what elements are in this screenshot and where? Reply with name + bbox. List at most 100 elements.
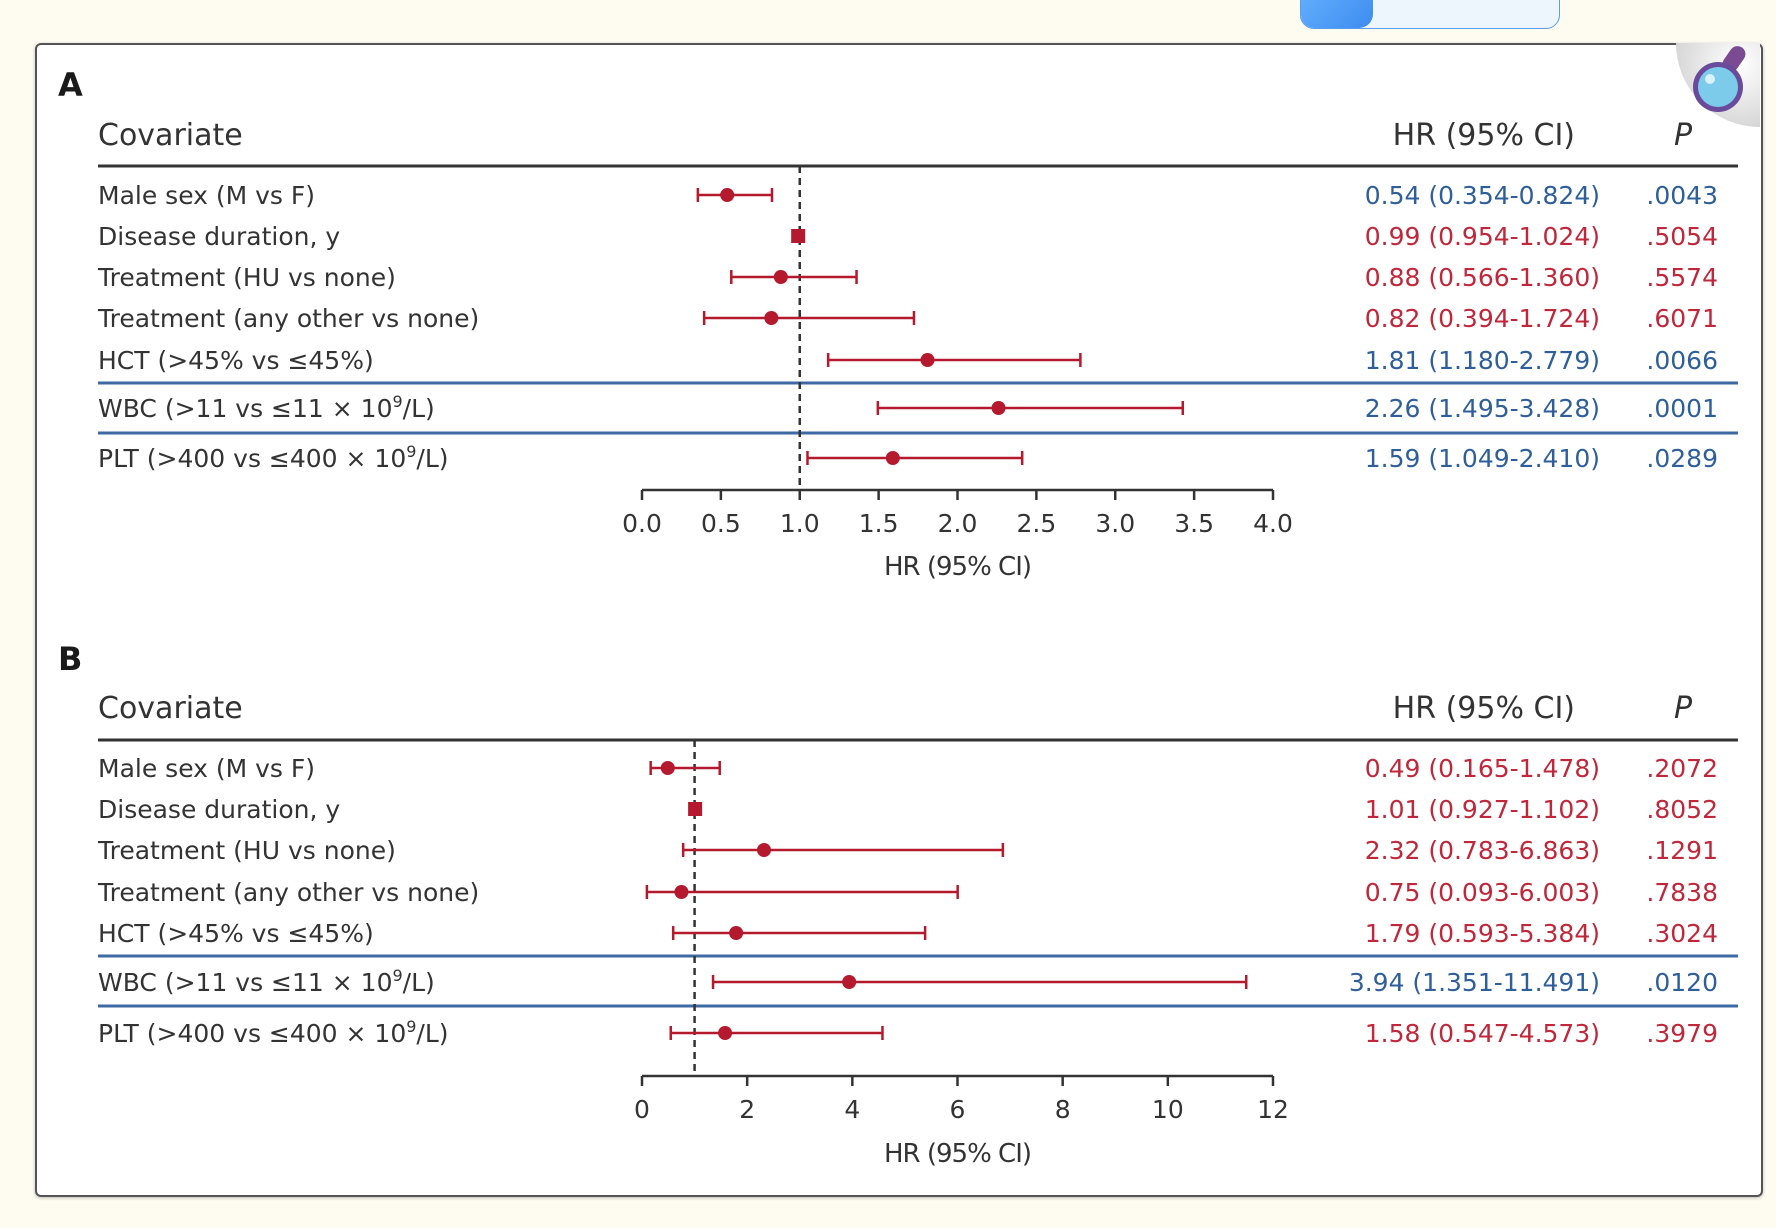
hr-value: 0.49 (0.165-1.478) (1365, 754, 1600, 783)
hr-point (720, 188, 735, 202)
column-header-covariate: Covariate (98, 691, 243, 726)
hr-value: 1.81 (1.180-2.779) (1365, 346, 1600, 375)
hr-value: 0.82 (0.394-1.724) (1365, 304, 1600, 333)
covariate-label: PLT (>400 vs ≤400 × 109/L) (98, 442, 449, 473)
covariate-label: Treatment (any other vs none) (97, 878, 479, 907)
hr-value: 0.75 (0.093-6.003) (1365, 878, 1600, 907)
table-row: Disease duration, y 1.01 (0.927-1.102) .80… (98, 795, 1718, 824)
table-row: PLT (>400 vs ≤400 × 109/L) 1.59 (1.049-2.… (98, 442, 1718, 473)
column-header-hr: HR (95% CI) (1393, 118, 1575, 153)
panel-b: B Covariate HR (95% CI) P Male sex (M vs F) 0… (58, 640, 1738, 1169)
top-action-button[interactable] (1300, 0, 1560, 29)
table-row: Treatment (HU vs none) 0.88 (0.566-1.360)… (97, 263, 1718, 292)
covariate-label: Treatment (HU vs none) (97, 263, 396, 292)
x-tick-label: 0 (634, 1095, 650, 1124)
hr-point (764, 311, 779, 325)
hr-value: 0.54 (0.354-0.824) (1365, 181, 1600, 210)
hr-point (756, 843, 771, 857)
x-tick-label: 6 (950, 1095, 966, 1124)
hr-point (773, 270, 788, 284)
column-header-p: P (1674, 118, 1693, 153)
hr-value: 2.26 (1.495-3.428) (1365, 394, 1600, 423)
p-value: .6071 (1646, 304, 1718, 333)
p-value: .0001 (1646, 394, 1718, 423)
table-row: Disease duration, y 0.99 (0.954-1.024) .50… (98, 222, 1718, 251)
x-tick-label: 3.0 (1095, 509, 1135, 538)
p-value: .7838 (1646, 878, 1718, 907)
x-tick-label: 4.0 (1253, 509, 1293, 538)
hr-value: 0.88 (0.566-1.360) (1365, 263, 1600, 292)
table-row: Male sex (M vs F) 0.54 (0.354-0.824) .0043 (98, 181, 1718, 210)
panel-label: B (58, 640, 82, 678)
hr-point (842, 975, 857, 989)
hr-point (660, 761, 675, 775)
hr-point-square (791, 229, 806, 243)
table-row: Treatment (any other vs none) 0.82 (0.394… (97, 304, 1718, 333)
x-axis-title: HR (95% CI) (884, 1139, 1031, 1169)
table-row: WBC (>11 vs ≤11 × 109/L) 2.26 (1.495-3.42… (98, 392, 1718, 423)
p-value: .1291 (1646, 836, 1718, 865)
hr-point-square (688, 802, 703, 816)
covariate-label: Treatment (HU vs none) (97, 836, 396, 865)
column-header-p: P (1674, 691, 1693, 726)
hr-value: 1.59 (1.049-2.410) (1365, 444, 1600, 473)
p-value: .2072 (1646, 754, 1718, 783)
table-row: HCT (>45% vs ≤45%) 1.79 (0.593-5.384) .302… (98, 919, 1718, 948)
p-value: .3024 (1646, 919, 1718, 948)
x-tick-label: 3.5 (1174, 509, 1214, 538)
x-tick-label: 1.5 (859, 509, 899, 538)
x-tick-label: 8 (1055, 1095, 1071, 1124)
x-tick-label: 2.0 (938, 509, 978, 538)
covariate-label: Disease duration, y (98, 795, 340, 824)
table-row: Male sex (M vs F) 0.49 (0.165-1.478) .2072 (98, 754, 1718, 783)
p-value: .0066 (1646, 346, 1718, 375)
covariate-label: Disease duration, y (98, 222, 340, 251)
hr-value: 1.58 (0.547-4.573) (1365, 1019, 1600, 1048)
p-value: .0289 (1646, 444, 1718, 473)
magnifier-widget[interactable] (1676, 43, 1760, 127)
app-icon (1301, 0, 1373, 28)
hr-value: 1.01 (0.927-1.102) (1365, 795, 1600, 824)
panel-label: A (58, 66, 83, 104)
hr-point (920, 353, 935, 367)
hr-value: 2.32 (0.783-6.863) (1365, 836, 1600, 865)
covariate-label: WBC (>11 vs ≤11 × 109/L) (98, 392, 435, 423)
covariate-label: Male sex (M vs F) (98, 754, 315, 783)
table-row: Treatment (HU vs none) 2.32 (0.783-6.863)… (97, 836, 1718, 865)
p-value: .5574 (1646, 263, 1718, 292)
hr-point (991, 401, 1006, 415)
hr-value: 0.99 (0.954-1.024) (1365, 222, 1600, 251)
x-tick-label: 1.0 (780, 509, 820, 538)
hr-point (729, 926, 744, 940)
x-tick-label: 4 (844, 1095, 860, 1124)
column-header-covariate: Covariate (98, 118, 243, 153)
covariate-label: WBC (>11 vs ≤11 × 109/L) (98, 966, 435, 997)
magnifier-icon (1693, 46, 1746, 112)
p-value: .0043 (1646, 181, 1718, 210)
hr-point (885, 451, 900, 465)
hr-value: 1.79 (0.593-5.384) (1365, 919, 1600, 948)
table-row: HCT (>45% vs ≤45%) 1.81 (1.180-2.779) .006… (98, 346, 1718, 375)
covariate-label: PLT (>400 vs ≤400 × 109/L) (98, 1017, 449, 1048)
table-row: Treatment (any other vs none) 0.75 (0.093… (97, 878, 1718, 907)
hr-point (718, 1026, 733, 1040)
x-tick-label: 2.5 (1016, 509, 1056, 538)
p-value: .5054 (1646, 222, 1718, 251)
table-row: PLT (>400 vs ≤400 × 109/L) 1.58 (0.547-4.… (98, 1017, 1718, 1048)
panel-a: A Covariate HR (95% CI) P Male sex (M vs F) 0… (58, 66, 1738, 582)
x-tick-label: 2 (739, 1095, 755, 1124)
table-row: WBC (>11 vs ≤11 × 109/L) 3.94 (1.351-11.4… (98, 966, 1718, 997)
covariate-label: HCT (>45% vs ≤45%) (98, 919, 374, 948)
p-value: .3979 (1646, 1019, 1718, 1048)
covariate-label: Treatment (any other vs none) (97, 304, 479, 333)
column-header-hr: HR (95% CI) (1393, 691, 1575, 726)
x-tick-label: 0.0 (622, 509, 662, 538)
x-tick-label: 0.5 (701, 509, 741, 538)
covariate-label: Male sex (M vs F) (98, 181, 315, 210)
p-value: .8052 (1646, 795, 1718, 824)
p-value: .0120 (1646, 968, 1718, 997)
hr-point (674, 885, 689, 899)
x-axis-title: HR (95% CI) (884, 552, 1031, 582)
covariate-label: HCT (>45% vs ≤45%) (98, 346, 374, 375)
